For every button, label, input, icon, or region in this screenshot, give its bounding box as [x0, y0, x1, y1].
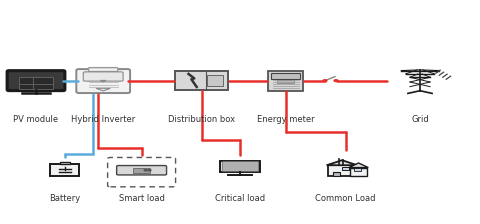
FancyBboxPatch shape	[333, 172, 340, 176]
Circle shape	[323, 80, 327, 82]
Circle shape	[148, 170, 151, 171]
FancyBboxPatch shape	[271, 73, 300, 79]
Circle shape	[334, 80, 338, 82]
FancyBboxPatch shape	[19, 77, 39, 84]
FancyBboxPatch shape	[33, 77, 53, 84]
Text: Smart load: Smart load	[119, 194, 165, 203]
Text: Hybrid Inverter: Hybrid Inverter	[71, 115, 135, 124]
FancyBboxPatch shape	[133, 168, 150, 173]
FancyBboxPatch shape	[84, 72, 123, 81]
Polygon shape	[326, 160, 357, 165]
FancyBboxPatch shape	[350, 168, 367, 176]
FancyBboxPatch shape	[175, 71, 228, 90]
Text: Common Load: Common Load	[315, 194, 376, 203]
FancyBboxPatch shape	[7, 71, 65, 91]
Text: PV module: PV module	[13, 115, 59, 124]
FancyBboxPatch shape	[33, 82, 53, 88]
Circle shape	[144, 170, 147, 171]
FancyBboxPatch shape	[277, 80, 294, 84]
FancyBboxPatch shape	[76, 69, 130, 93]
FancyBboxPatch shape	[88, 68, 118, 71]
FancyBboxPatch shape	[117, 166, 167, 175]
FancyBboxPatch shape	[60, 162, 70, 164]
FancyBboxPatch shape	[220, 161, 260, 172]
Text: Battery: Battery	[49, 194, 81, 203]
Polygon shape	[349, 163, 368, 168]
FancyBboxPatch shape	[328, 165, 356, 176]
FancyBboxPatch shape	[354, 168, 361, 171]
Text: Distribution box: Distribution box	[168, 115, 235, 124]
FancyBboxPatch shape	[207, 75, 223, 86]
Text: Energy meter: Energy meter	[257, 115, 314, 124]
FancyBboxPatch shape	[342, 167, 348, 170]
Polygon shape	[100, 80, 106, 83]
FancyBboxPatch shape	[19, 82, 39, 88]
FancyBboxPatch shape	[50, 164, 79, 176]
Text: Grid: Grid	[411, 115, 429, 124]
Text: Critical load: Critical load	[215, 194, 265, 203]
FancyBboxPatch shape	[268, 71, 303, 91]
FancyBboxPatch shape	[222, 161, 258, 171]
